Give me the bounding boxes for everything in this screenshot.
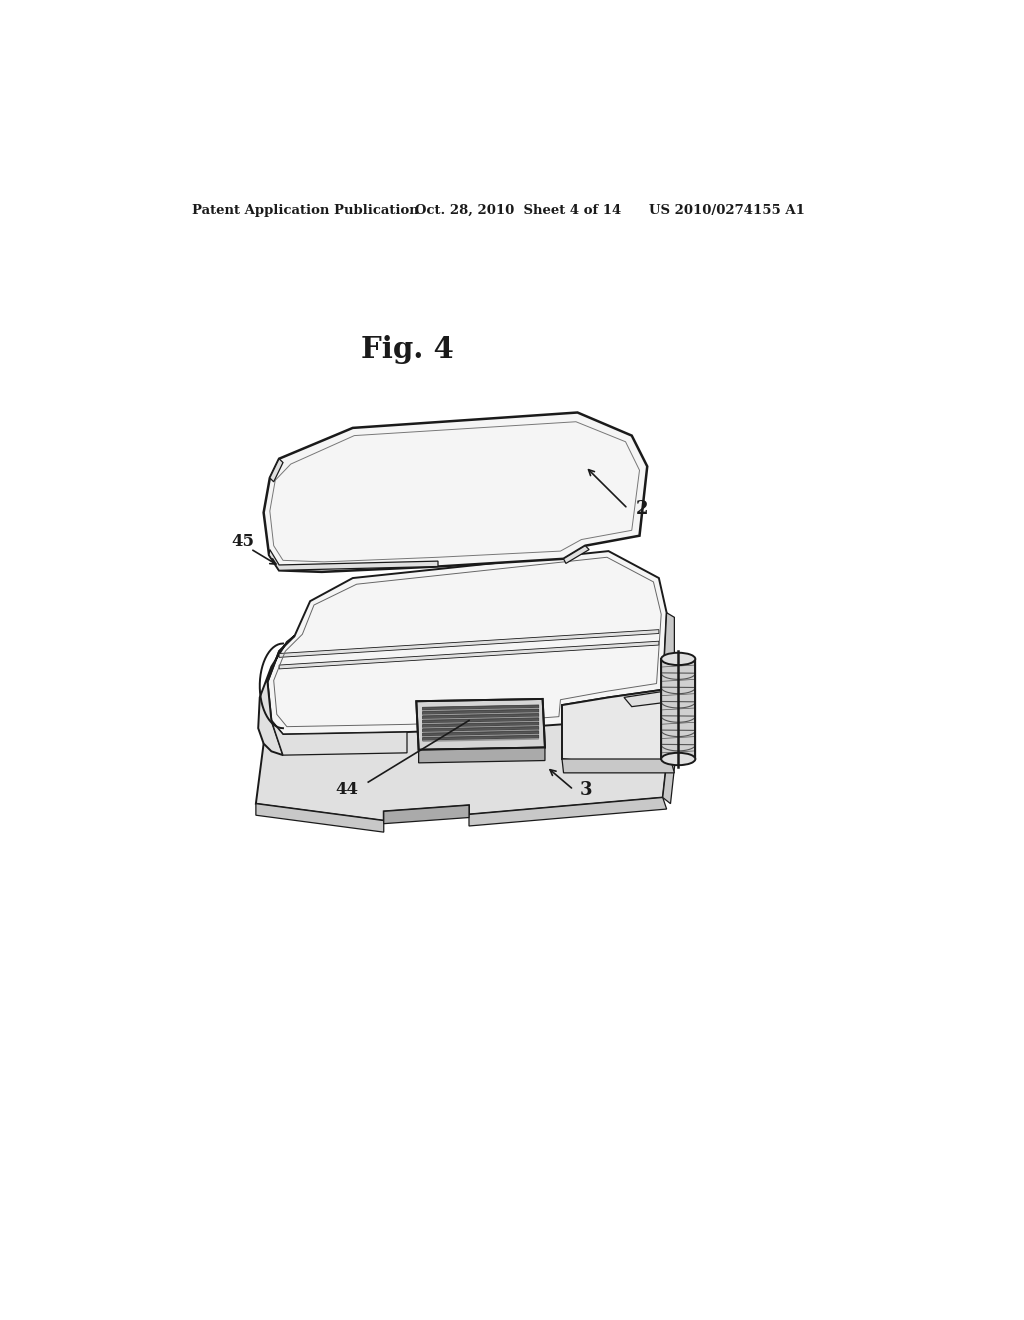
Polygon shape bbox=[423, 713, 539, 715]
Polygon shape bbox=[280, 630, 658, 657]
Polygon shape bbox=[271, 721, 407, 755]
Ellipse shape bbox=[662, 752, 695, 766]
Polygon shape bbox=[423, 717, 539, 721]
Text: US 2010/0274155 A1: US 2010/0274155 A1 bbox=[649, 205, 805, 218]
Polygon shape bbox=[263, 412, 647, 572]
Text: Patent Application Publication: Patent Application Publication bbox=[191, 205, 418, 218]
Polygon shape bbox=[423, 708, 539, 711]
Polygon shape bbox=[423, 714, 539, 719]
Polygon shape bbox=[562, 759, 675, 774]
Text: 2: 2 bbox=[636, 500, 648, 517]
Text: 45: 45 bbox=[231, 533, 254, 550]
Polygon shape bbox=[423, 722, 539, 727]
Polygon shape bbox=[423, 725, 539, 729]
Polygon shape bbox=[384, 805, 469, 824]
Polygon shape bbox=[624, 689, 680, 706]
Polygon shape bbox=[423, 709, 539, 714]
Text: Fig. 4: Fig. 4 bbox=[360, 335, 454, 364]
Polygon shape bbox=[423, 734, 539, 738]
Text: 44: 44 bbox=[335, 781, 358, 799]
Polygon shape bbox=[417, 700, 545, 750]
Polygon shape bbox=[469, 797, 667, 826]
Polygon shape bbox=[423, 731, 539, 737]
Polygon shape bbox=[269, 549, 438, 570]
Ellipse shape bbox=[662, 653, 695, 665]
Polygon shape bbox=[256, 804, 384, 832]
Polygon shape bbox=[423, 718, 539, 723]
Polygon shape bbox=[563, 545, 589, 564]
Polygon shape bbox=[423, 730, 539, 734]
Polygon shape bbox=[663, 729, 678, 804]
Polygon shape bbox=[423, 738, 539, 742]
Polygon shape bbox=[423, 735, 539, 741]
Polygon shape bbox=[258, 636, 295, 755]
Polygon shape bbox=[419, 747, 545, 763]
Text: Oct. 28, 2010  Sheet 4 of 14: Oct. 28, 2010 Sheet 4 of 14 bbox=[415, 205, 621, 218]
Polygon shape bbox=[256, 697, 671, 821]
Polygon shape bbox=[663, 612, 675, 696]
Polygon shape bbox=[423, 705, 539, 710]
Text: 3: 3 bbox=[580, 781, 592, 799]
Polygon shape bbox=[280, 642, 658, 669]
Polygon shape bbox=[270, 459, 283, 482]
Polygon shape bbox=[267, 552, 667, 734]
Polygon shape bbox=[562, 689, 671, 767]
Polygon shape bbox=[423, 721, 539, 725]
Polygon shape bbox=[423, 726, 539, 731]
Polygon shape bbox=[662, 659, 695, 759]
